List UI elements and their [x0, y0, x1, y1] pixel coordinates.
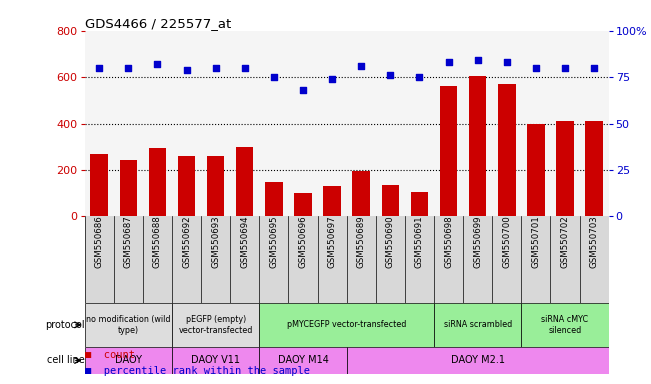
Text: DAOY M14: DAOY M14 — [277, 356, 328, 366]
Text: siRNA cMYC
silenced: siRNA cMYC silenced — [542, 315, 589, 334]
Bar — [265, 182, 283, 217]
Bar — [172, 346, 259, 374]
Text: pMYCEGFP vector-transfected: pMYCEGFP vector-transfected — [287, 320, 406, 329]
Bar — [434, 303, 521, 346]
Point — [240, 65, 250, 71]
Point — [414, 74, 424, 80]
Bar — [90, 154, 108, 217]
Bar — [207, 156, 225, 217]
Point — [501, 59, 512, 65]
Bar — [469, 76, 486, 217]
Text: ■  count: ■ count — [85, 350, 135, 360]
Bar — [521, 303, 609, 346]
Point — [123, 65, 133, 71]
Bar — [347, 346, 609, 374]
Bar — [259, 303, 434, 346]
Bar — [148, 148, 166, 217]
Text: DAOY: DAOY — [115, 356, 142, 366]
Bar — [172, 303, 259, 346]
Point — [589, 65, 600, 71]
Bar — [527, 124, 545, 217]
Bar — [556, 121, 574, 217]
Bar — [178, 156, 195, 217]
Point — [94, 65, 104, 71]
Point — [473, 57, 483, 63]
Bar — [352, 171, 370, 217]
Point — [298, 87, 308, 93]
Point — [560, 65, 570, 71]
Point — [356, 63, 367, 69]
Text: GDS4466 / 225577_at: GDS4466 / 225577_at — [85, 17, 231, 30]
Text: protocol: protocol — [45, 320, 85, 330]
Bar — [85, 303, 172, 346]
Text: cell line: cell line — [47, 356, 85, 366]
Point — [182, 67, 192, 73]
Point — [210, 65, 221, 71]
Text: DAOY M2.1: DAOY M2.1 — [450, 356, 505, 366]
Point — [443, 59, 454, 65]
Point — [152, 61, 163, 67]
Text: pEGFP (empty)
vector-transfected: pEGFP (empty) vector-transfected — [178, 315, 253, 334]
Bar — [585, 121, 603, 217]
Bar — [259, 346, 347, 374]
Text: siRNA scrambled: siRNA scrambled — [443, 320, 512, 329]
Text: no modification (wild
type): no modification (wild type) — [86, 315, 171, 334]
Bar — [294, 193, 312, 217]
Bar — [440, 86, 457, 217]
Bar — [120, 160, 137, 217]
Point — [531, 65, 541, 71]
Text: ■  percentile rank within the sample: ■ percentile rank within the sample — [85, 366, 310, 376]
Bar — [236, 147, 253, 217]
Bar — [324, 186, 341, 217]
Bar — [498, 84, 516, 217]
Text: DAOY V11: DAOY V11 — [191, 356, 240, 366]
Bar — [381, 185, 399, 217]
Point — [327, 76, 337, 82]
Point — [269, 74, 279, 80]
Point — [385, 72, 396, 78]
Bar — [85, 346, 172, 374]
Bar — [411, 192, 428, 217]
